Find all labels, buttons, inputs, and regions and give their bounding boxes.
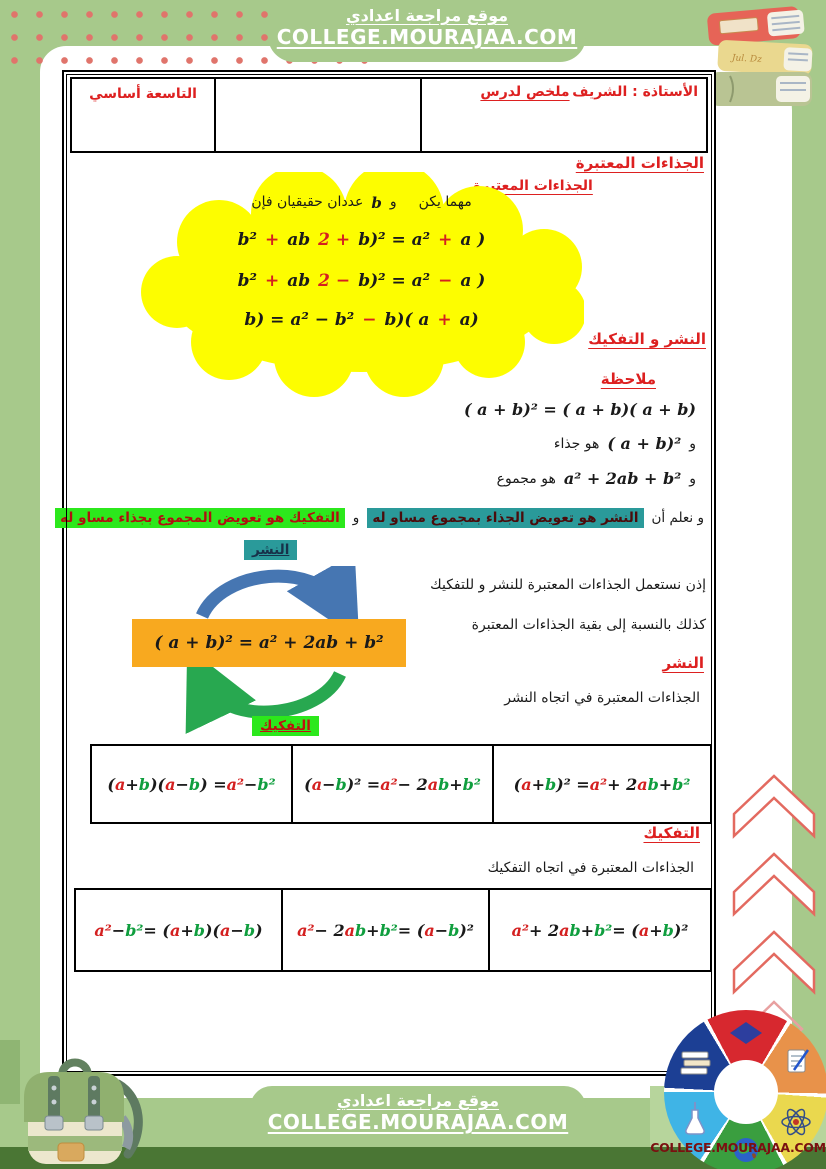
usage-line-1: إذن نستعمل الجذاءات المعتبرة للنشر و للت… — [430, 577, 706, 593]
identity-square-diff: ( a − b)² = a² − 2 ab + b² — [237, 271, 486, 291]
heading-factoring: التفكيك — [643, 824, 700, 842]
identity-diff-squares: (a + b)( a − b) = a² − b² — [244, 310, 479, 330]
cloud-intro-line: مهما يكن و b عددان حقيقيان فإن — [139, 194, 584, 212]
expansion-teal-label: النشر — [244, 540, 298, 560]
expansion-table: (a + b)( a − b) = a² − b² ( a − b)² = a²… — [90, 744, 712, 824]
expansion-caption: الجذاءات المعتبرة في اتجاه النشر — [504, 690, 700, 706]
header-cell-lesson: ملخص لدرس الجذاءات المعتبرة — [214, 79, 593, 194]
square-formula: ( a + b)² — [607, 434, 682, 453]
class-level: التاسعة أساسي — [89, 86, 197, 102]
heading-expansion: النشر — [662, 654, 705, 672]
wa-1: و — [689, 435, 696, 452]
header-cell-level: التاسعة أساسي — [72, 79, 214, 151]
factoring-caption: الجذاءات المعتبرة في اتجاه التفكيك — [487, 860, 694, 876]
note-line-sum: و a² + 2ab + b² هو مجموع — [497, 469, 696, 488]
subjects-ring-icons — [680, 1022, 811, 1162]
wa-2: و — [689, 470, 696, 487]
lesson-title: الجذاءات المعتبرة — [473, 178, 593, 194]
expansion-factoring-diagram: ( a + b)² = a² + 2ab + b² التفكيك — [124, 566, 424, 751]
notepad-icon — [787, 1049, 810, 1073]
globe-icon — [734, 1138, 758, 1162]
books-stack-illustration: Jul. Dz — [707, 6, 813, 106]
is-sum-text: هو مجموع — [496, 470, 556, 487]
header-cell-teacher: الأستاذة : الشريف — [422, 79, 706, 151]
backpack-illustration — [0, 1040, 143, 1164]
note-line-product: و ( a + b)² هو جذاء — [554, 434, 696, 453]
cloud-shape — [141, 162, 586, 397]
heading-note: ملاحظة — [600, 370, 656, 388]
usage-line-2: كذلك بالنسبة إلى بقية الجذاءات المعتبرة — [471, 617, 706, 633]
heading-expansion-factoring: النشر و التفكيك — [588, 330, 706, 348]
footer-banner: موقع مراجعة اعدادي COLLEGE.MOURAJAA.COM — [250, 1086, 586, 1147]
flask-icon — [685, 1102, 705, 1135]
bottom-bar — [0, 1147, 826, 1169]
site-url-footer-link[interactable]: COLLEGE.MOURAJAA.COM — [267, 1110, 569, 1134]
note-identity: ( a + b)² = ( a + b)( a + b) — [464, 400, 696, 419]
document: التاسعة أساسي ملخص لدرس الجذاءات المعتبر… — [55, 70, 716, 1076]
intro-wa: و — [389, 194, 397, 210]
factoring-cell-diff-squares: a² − b² = (a + b)( a − b) — [94, 920, 263, 940]
site-name-footer: موقع مراجعة اعدادي — [336, 1091, 500, 1110]
factoring-definition: التفكيك هو تعويض المجموع بجذاء مساو له — [55, 508, 345, 528]
is-product-text: هو جذاء — [553, 435, 600, 452]
cycle-arrows — [185, 566, 360, 735]
diagram-identity-box: ( a + b)² = a² + 2ab + b² — [132, 619, 406, 667]
atom-icon — [781, 1108, 811, 1136]
identity-square-sum: ( a + b)² = a² + 2 ab + b² — [237, 230, 486, 250]
sum-formula: a² + 2ab + b² — [563, 469, 682, 488]
definitions-line: و نعلم أن النشر هو تعويض الجذاء بمجموع م… — [55, 508, 705, 528]
formula-cloud: مهما يكن و b عددان حقيقيان فإن ( a + b)²… — [139, 162, 586, 397]
site-name-top: موقع مراجعة اعدادي — [345, 6, 509, 25]
logo-caption: COLLEGE.MOURAJAA.COM — [650, 1140, 826, 1155]
intro-rest: عددان حقيقيان فإن — [251, 194, 364, 210]
expansion-arrow — [196, 566, 360, 640]
we-know-text: و نعلم أن — [651, 510, 705, 526]
site-url-top-link[interactable]: COLLEGE.MOURAJAA.COM — [276, 25, 578, 49]
document-header-table: التاسعة أساسي ملخص لدرس الجذاءات المعتبر… — [70, 77, 708, 194]
section-title: الجذاءات المعتبرة — [575, 154, 704, 172]
expansion-cell-diff-squares: (a + b)( a − b) = a² − b² — [107, 774, 276, 794]
graduation-cap-icon — [730, 1022, 762, 1044]
intro-start: مهما يكن — [418, 194, 472, 210]
lesson-prefix: ملخص لدرس — [480, 84, 570, 100]
expansion-definition: النشر هو تعويض الجذاء بمجموع مساو له — [367, 508, 644, 528]
top-banner: موقع مراجعة اعدادي COLLEGE.MOURAJAA.COM — [268, 0, 586, 62]
teacher-name: الأستاذة : الشريف — [572, 84, 698, 100]
books-icon — [680, 1051, 711, 1075]
factoring-arrow — [185, 646, 346, 735]
intro-var-b: b — [371, 194, 382, 212]
wa-3: و — [352, 510, 360, 526]
svg-text:Jul. Dz: Jul. Dz — [730, 53, 763, 65]
factoring-green-label: التفكيك — [252, 716, 319, 736]
